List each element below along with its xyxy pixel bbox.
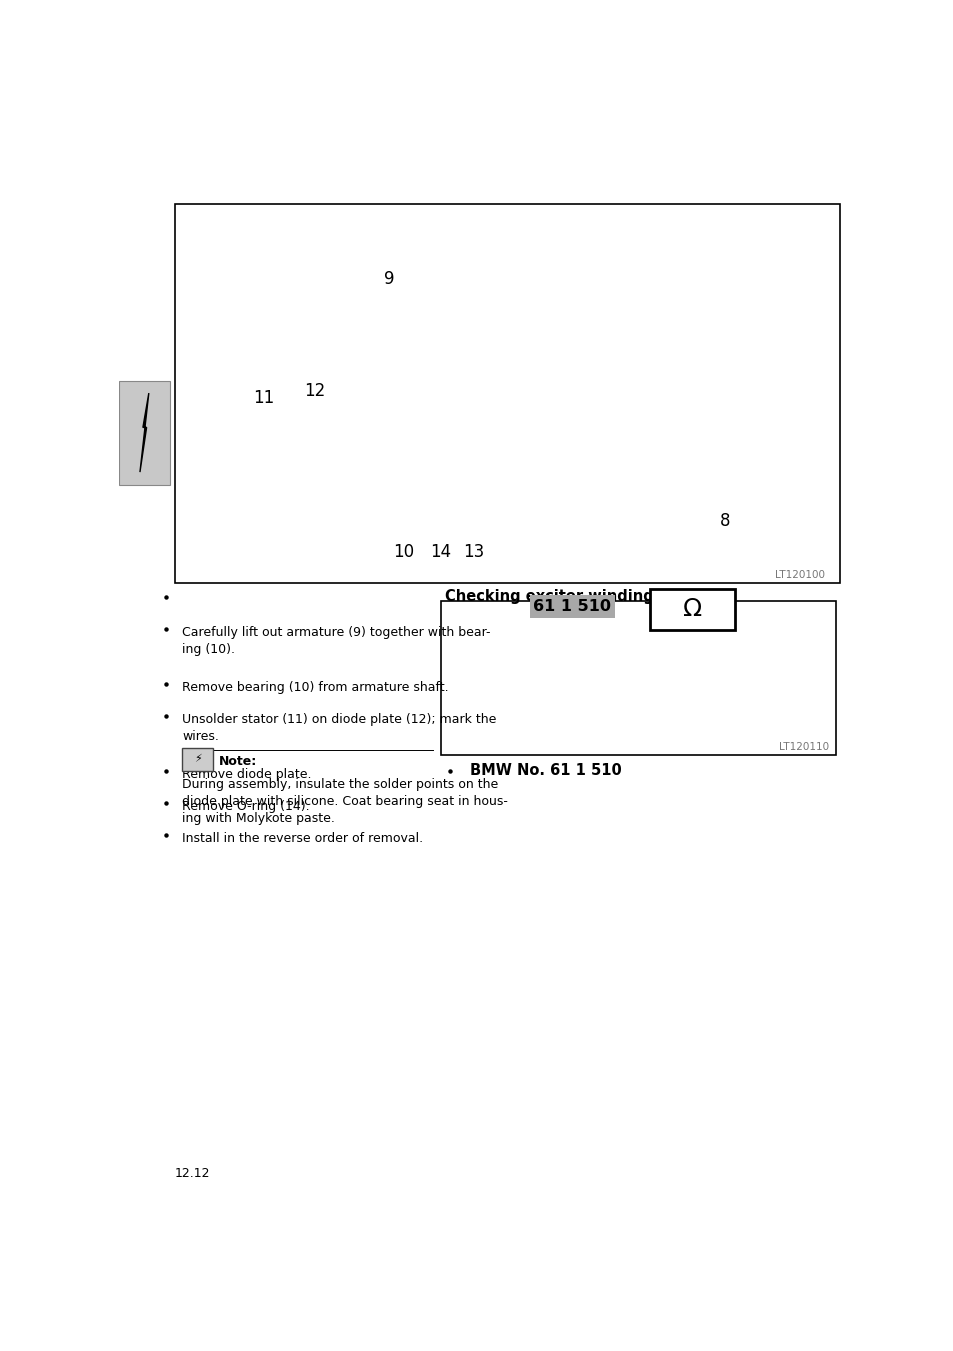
Text: 10: 10 [393,543,414,561]
Text: Remove O-ring (14).: Remove O-ring (14). [182,800,310,813]
Text: Install in the reverse order of removal.: Install in the reverse order of removal. [182,832,423,844]
Text: BMW No. 61 1 510: BMW No. 61 1 510 [470,763,621,778]
Text: Remove diode plate.: Remove diode plate. [182,767,312,781]
Text: LT120110: LT120110 [778,742,828,753]
Bar [529,594,614,617]
Text: Carefully lift out armature (9) together with bear-
ing (10).: Carefully lift out armature (9) together… [182,626,490,655]
Bar [174,204,840,584]
Text: 13: 13 [463,543,484,561]
Text: Unsolder stator (11) on diode plate (12); mark the
wires.: Unsolder stator (11) on diode plate (12)… [182,713,496,743]
Text: Remove bearing (10) from armature shaft.: Remove bearing (10) from armature shaft. [182,681,448,694]
Text: Ω: Ω [682,597,701,621]
Text: 12: 12 [304,382,326,400]
Polygon shape [140,393,149,471]
Bar [119,381,170,485]
Text: During assembly, insulate the solder points on the
diode plate with silicone. Co: During assembly, insulate the solder poi… [182,778,507,825]
Text: 9: 9 [383,270,394,288]
Text: 11: 11 [253,389,274,407]
Text: LT120100: LT120100 [775,570,824,581]
Bar [440,601,836,755]
Text: 61 1 510: 61 1 510 [533,598,611,613]
Bar [182,748,213,770]
Text: 8: 8 [720,512,730,530]
Text: Note:: Note: [219,755,257,767]
Text: ⚡: ⚡ [193,754,201,765]
Text: Checking exciter winding: Checking exciter winding [444,589,653,604]
Bar [649,589,735,630]
Text: 14: 14 [430,543,451,561]
Text: 12.12: 12.12 [174,1166,210,1179]
